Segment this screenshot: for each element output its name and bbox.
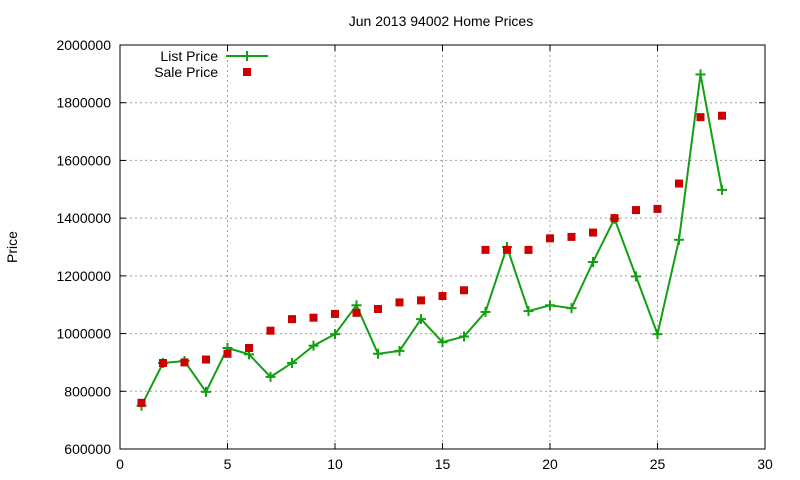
sale-price-point [503,245,511,254]
list-price-point [631,271,641,282]
sale-price-point [675,179,683,188]
list-price-point [588,257,598,268]
x-tick-label: 20 [542,456,558,472]
sale-price-point [589,228,597,237]
legend-swatch-sale-price [243,68,251,76]
legend-cross [242,51,252,61]
list-price-point [437,337,448,348]
y-tick-label: 1800000 [56,95,111,111]
legend-label: Sale Price [154,64,218,80]
sale-price-point [288,315,296,324]
axes: 0 5 10 15 20 25 30 600000 800000 1000000 1200000 14… [56,37,773,472]
series-layer [136,69,727,411]
sale-price-point [460,286,468,295]
x-tick-label: 0 [116,456,124,472]
series-sale-price [137,111,726,407]
x-tick-label: 10 [327,456,343,472]
y-tick-label: 800000 [64,383,111,399]
list-price-line [140,74,723,407]
y-tick-label: 1000000 [56,326,111,342]
grid [120,45,765,449]
list-price-point [459,331,469,342]
sale-price-point [632,206,640,215]
legend-swatch-list-price [226,51,268,61]
x-tick-label: 5 [224,456,232,472]
series-list-price [136,69,727,411]
list-price-point [287,358,297,369]
sale-price-point [202,355,210,364]
list-price-point [480,306,491,317]
sale-price-point [159,359,167,368]
list-price-point [523,306,534,317]
y-tick-label: 1200000 [56,268,111,284]
list-price-point [394,345,405,356]
list-price-point [265,371,276,382]
sale-price-point [718,111,726,120]
sale-price-point [610,214,619,223]
sale-price-point [481,245,490,254]
x-tick-label: 15 [435,456,451,472]
sale-price-point [331,309,339,318]
sale-price-point [417,296,425,305]
sale-price-point [352,308,361,317]
sale-price-point [524,245,533,254]
list-price-point [201,386,211,397]
list-price-point [695,69,706,80]
y-tick-label: 1600000 [56,152,111,168]
sale-price-point [180,358,189,367]
chart-title: Jun 2013 94002 Home Prices [349,13,533,29]
y-tick-label: 2000000 [56,37,111,53]
list-price-point [652,329,663,340]
sale-price-point [266,326,275,335]
list-price-point [566,303,577,314]
list-price-point [330,329,340,340]
x-tick-label: 30 [757,456,773,472]
sale-price-point [653,204,662,213]
sale-price-point [137,398,146,407]
sale-price-point [395,298,404,307]
y-tick-label: 1400000 [56,210,111,226]
sale-price-point [374,305,382,314]
list-price-point [351,300,362,311]
legend-label: List Price [160,48,218,64]
sale-price-point [245,344,253,352]
sale-price-point [696,113,705,122]
list-price-point [373,348,383,359]
list-price-point [717,184,727,195]
sale-price-point [546,234,554,243]
x-tick-label: 25 [650,456,666,472]
list-price-point [416,314,426,325]
list-price-point [545,300,555,311]
sale-price-point [309,313,318,322]
sale-price-point [567,232,576,241]
y-tick-label: 600000 [64,441,111,457]
y-axis-label: Price [4,231,20,263]
list-price-point [308,340,319,351]
sale-price-point [438,292,447,301]
list-price-point [674,234,684,245]
sale-price-point [223,349,232,358]
